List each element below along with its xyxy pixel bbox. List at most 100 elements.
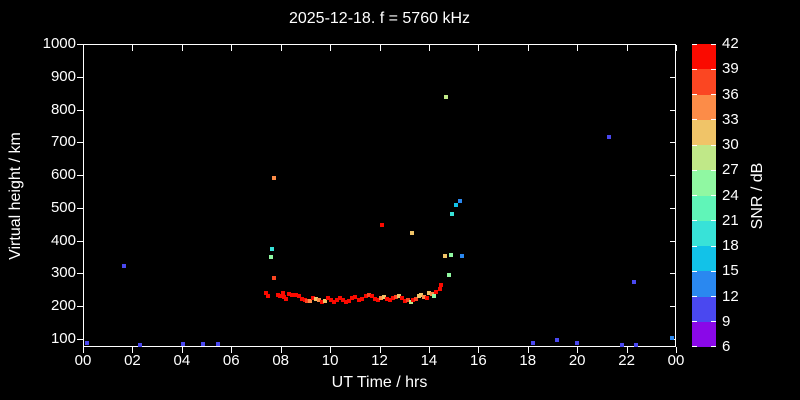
colorbar-segment bbox=[692, 170, 716, 196]
colorbar-tick bbox=[692, 195, 697, 196]
colorbar-segment bbox=[692, 246, 716, 272]
y-tick-label: 1000 bbox=[42, 35, 76, 52]
data-point bbox=[387, 297, 392, 302]
x-axis-tick bbox=[577, 347, 579, 353]
data-point bbox=[317, 297, 322, 302]
data-point bbox=[359, 296, 364, 301]
colorbar-tick bbox=[692, 119, 697, 121]
x-tick-label: 18 bbox=[519, 352, 537, 369]
colorbar-tick-label: 15 bbox=[722, 262, 739, 280]
data-point bbox=[311, 295, 316, 300]
colorbar-tick bbox=[711, 94, 716, 95]
colorbar-segment bbox=[692, 271, 716, 297]
y-axis-tick bbox=[77, 306, 83, 308]
x-tick-label: 02 bbox=[124, 352, 141, 369]
data-point bbox=[313, 296, 318, 301]
x-axis-top-tick bbox=[83, 45, 84, 51]
data-point bbox=[281, 290, 286, 295]
data-point bbox=[397, 293, 402, 298]
data-point bbox=[431, 293, 436, 298]
x-tick-label: 22 bbox=[618, 352, 635, 369]
x-axis-top-tick bbox=[428, 45, 430, 51]
colorbar-tick-label: 21 bbox=[722, 211, 739, 229]
x-axis-top-tick bbox=[626, 45, 628, 51]
y-axis-right-tick bbox=[670, 76, 676, 78]
colorbar-tick bbox=[711, 220, 716, 222]
y-axis-right-tick bbox=[670, 175, 676, 177]
data-point bbox=[399, 295, 404, 300]
data-point bbox=[320, 299, 325, 304]
y-axis-right-tick bbox=[670, 142, 676, 144]
colorbar-tick bbox=[692, 44, 697, 45]
colorbar-tick bbox=[711, 296, 716, 297]
y-tick-label: 100 bbox=[50, 329, 76, 347]
data-point bbox=[405, 297, 410, 302]
y-axis-tick bbox=[77, 44, 83, 45]
x-axis-top-tick bbox=[478, 45, 480, 51]
data-point bbox=[290, 292, 295, 297]
colorbar-segment bbox=[692, 119, 716, 145]
colorbar-tick-label: 33 bbox=[722, 110, 739, 128]
colorbar-tick bbox=[692, 270, 697, 272]
colorbar-tick bbox=[711, 245, 716, 247]
colorbar-segment bbox=[692, 296, 716, 322]
x-tick-label: 04 bbox=[173, 352, 191, 369]
data-point bbox=[337, 295, 342, 300]
data-point bbox=[335, 297, 339, 302]
colorbar-segment bbox=[692, 321, 716, 347]
x-tick-label: 00 bbox=[667, 352, 685, 369]
data-point bbox=[378, 295, 383, 300]
x-axis-tick bbox=[231, 347, 233, 353]
colorbar-tick bbox=[711, 44, 716, 45]
y-axis-right-tick bbox=[670, 109, 676, 111]
y-tick-label: 400 bbox=[50, 231, 76, 249]
data-point bbox=[308, 298, 313, 303]
y-axis-tick bbox=[77, 175, 83, 177]
data-point bbox=[341, 297, 346, 302]
colorbar-tick bbox=[692, 220, 697, 222]
data-point bbox=[414, 296, 419, 301]
data-point bbox=[460, 254, 465, 259]
data-point bbox=[429, 291, 434, 296]
data-point bbox=[446, 272, 451, 277]
colorbar-tick bbox=[711, 119, 716, 121]
colorbar-tick-label: 6 bbox=[722, 338, 731, 355]
x-axis-top-tick bbox=[527, 45, 529, 51]
colorbar-tick bbox=[692, 346, 697, 347]
data-point bbox=[367, 292, 372, 297]
colorbar-segment bbox=[692, 145, 716, 171]
y-axis-tick bbox=[77, 273, 83, 275]
colorbar-tick-label: 18 bbox=[722, 237, 739, 254]
colorbar-tick-label: 27 bbox=[722, 161, 739, 179]
data-point bbox=[376, 297, 381, 302]
colorbar-tick-label: 24 bbox=[722, 186, 739, 204]
colorbar-tick bbox=[692, 245, 697, 247]
data-point bbox=[419, 292, 423, 297]
colorbar-tick bbox=[711, 270, 716, 272]
data-point bbox=[287, 291, 292, 296]
data-point bbox=[272, 275, 277, 280]
data-point bbox=[297, 293, 302, 298]
data-point bbox=[353, 294, 358, 299]
data-point bbox=[555, 338, 560, 343]
y-tick-label: 900 bbox=[50, 67, 76, 85]
data-point bbox=[402, 298, 407, 303]
y-tick-label: 800 bbox=[50, 100, 76, 118]
y-tick-label: 300 bbox=[50, 264, 76, 282]
colorbar-tick-label: 39 bbox=[722, 60, 739, 78]
data-point bbox=[607, 135, 612, 140]
chart-title: 2025-12-18. f = 5760 kHz bbox=[288, 10, 470, 27]
x-tick-label: 12 bbox=[371, 352, 388, 369]
data-point bbox=[448, 253, 453, 258]
x-axis-top-tick bbox=[231, 45, 233, 51]
data-point bbox=[457, 198, 462, 203]
data-point bbox=[454, 202, 459, 207]
x-axis-tick bbox=[379, 347, 381, 353]
data-point bbox=[347, 298, 352, 303]
colorbar-tick bbox=[692, 169, 697, 171]
data-point bbox=[284, 296, 289, 301]
data-point bbox=[363, 293, 368, 298]
colorbar-tick bbox=[692, 68, 697, 70]
colorbar-segment bbox=[692, 69, 716, 95]
x-tick-label: 10 bbox=[321, 352, 339, 369]
